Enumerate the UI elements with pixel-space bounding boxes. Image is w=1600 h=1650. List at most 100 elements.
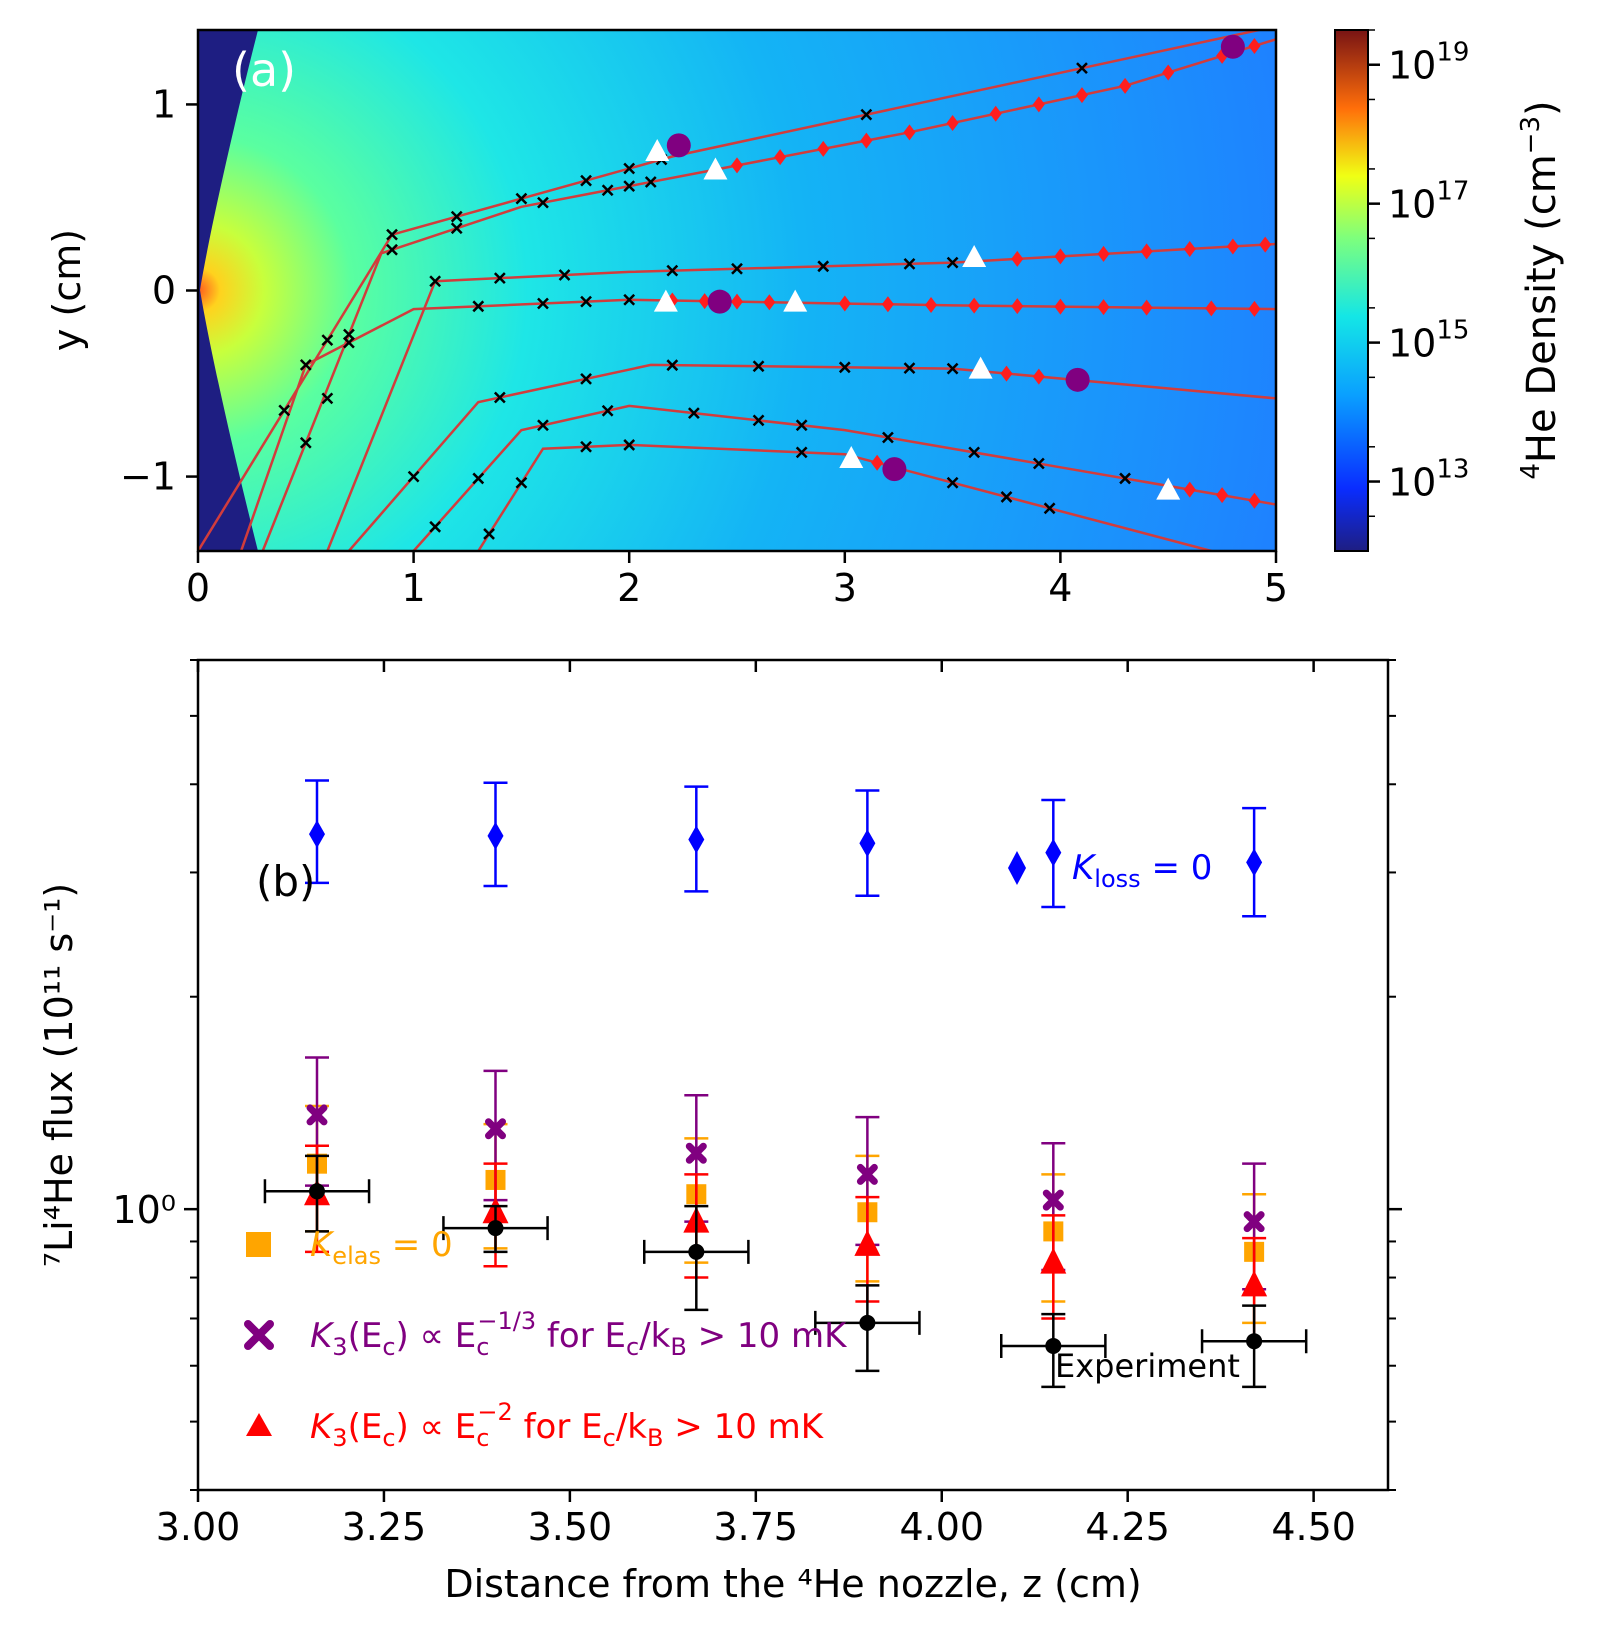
legend-kloss-label: Kloss = 0 [1072, 848, 1212, 893]
data-point [1040, 1247, 1067, 1274]
white-triangle-marker [783, 289, 808, 312]
density-map [198, 30, 1276, 551]
trajectory-cross [537, 419, 549, 432]
purple-circle-marker [1065, 367, 1090, 392]
x-tick-label-b: 3.25 [342, 1505, 427, 1549]
trajectory-cross [343, 336, 355, 349]
colorbar-gradient [1334, 29, 1369, 552]
trajectory-cross [558, 269, 571, 281]
y-tick-label-a: 1 [152, 82, 176, 126]
series-k-loss-0 [305, 779, 1267, 918]
trajectory-line [347, 363, 1276, 551]
trajectory-diamond [1248, 300, 1261, 317]
axes-b-frame [196, 658, 1390, 1492]
trajectory-cross [450, 222, 463, 235]
x-tick-label-b: 3.50 [528, 1505, 613, 1549]
trajectory-cross [1119, 472, 1131, 485]
trajectory-diamond [731, 293, 743, 310]
trajectory-line [239, 298, 1276, 551]
trajectory-cross [903, 257, 916, 270]
data-point [856, 1163, 878, 1185]
legend-k3-b: K3(Ec) ∝ Ec−2 for Ec/kB > 10 mK [246, 1398, 825, 1452]
x-tick-label-b: 3.75 [714, 1505, 799, 1549]
trajectory-diamond [763, 294, 776, 311]
trajectory-cross [795, 419, 808, 432]
trajectory-cross [493, 391, 506, 404]
trajectory-cross [666, 264, 679, 277]
trajectory-diamond [1032, 368, 1045, 385]
x-tick-label-a: 1 [402, 566, 426, 610]
legend-kloss: Kloss = 0 [1008, 848, 1212, 893]
trajectory-cross [515, 192, 528, 205]
trajectory-diamond [946, 115, 959, 132]
data-point [309, 1183, 325, 1200]
trajectory-diamond [1119, 77, 1132, 94]
trajectory-cross [731, 262, 743, 275]
colorbar-label: 4He Density (cm−3) [1516, 100, 1565, 479]
trajectory-cross [601, 184, 614, 197]
data-point [1243, 1211, 1265, 1233]
data-point [1045, 1337, 1062, 1354]
x-tick-label-a: 0 [186, 566, 210, 610]
trajectory-cross [299, 359, 312, 371]
trajectory-cross [903, 362, 916, 375]
x-tick-label-b: 4.25 [1085, 1505, 1170, 1549]
data-point [1246, 848, 1263, 877]
x-axis-label-b: Distance from the ⁴He nozzle, z (cm) [444, 1562, 1141, 1606]
colorbar: 1013 1015 1017 1019 4He Density (cm−3) [1334, 29, 1565, 552]
trajectory-cross [666, 359, 679, 372]
trajectory-cross [580, 440, 592, 453]
panel-a: (a) 0 1 2 3 4 5 −1 0 1 y (cm) 1013 1015 1017 1019 4… [45, 28, 1565, 610]
legend-experiment-label: Experiment [1055, 1347, 1240, 1385]
trajectory-cross [278, 404, 291, 417]
trajectory-diamond [774, 149, 787, 166]
x-tick-label-b: 4.00 [899, 1505, 984, 1549]
x-tick-label-a: 5 [1264, 566, 1288, 610]
trajectory-cross [472, 472, 485, 485]
y-axis-label-a: y (cm) [45, 229, 89, 351]
data-point [1246, 1333, 1263, 1350]
trajectory-diamond [860, 132, 873, 149]
series-experiment [263, 1154, 1308, 1389]
panel-b-label: (b) [256, 857, 315, 906]
trajectory-cross [644, 176, 657, 188]
trajectory-diamond [1248, 37, 1261, 54]
trajectory-diamond [1259, 236, 1272, 253]
y-axis-label-b: ⁷Li⁴He flux (10¹¹ s⁻¹) [37, 883, 81, 1267]
legend-kelas: Kelas = 0 [246, 1225, 453, 1270]
trajectory-diamond [1054, 298, 1067, 315]
trajectory-diamond [1000, 365, 1013, 382]
trajectory-diamond [1183, 240, 1196, 257]
trajectory-cross [515, 476, 528, 489]
trajectory-diamond [698, 293, 711, 310]
data-point [854, 1229, 881, 1256]
trajectory-cross [1043, 502, 1056, 515]
trajectory-cross [580, 295, 592, 308]
trajectory-cross [450, 210, 463, 223]
trajectory-diamond [881, 296, 894, 313]
trajectory-cross [838, 361, 851, 374]
trajectory-cross [472, 300, 485, 313]
data-point [309, 820, 325, 849]
data-point [688, 1243, 705, 1260]
trajectory-cross [429, 275, 442, 288]
white-triangle-marker [1156, 477, 1181, 500]
trajectory-cross [687, 407, 700, 420]
trajectory-diamond [1032, 96, 1045, 113]
purple-circle-marker [1220, 34, 1245, 59]
trajectory-cross [860, 108, 873, 121]
colorbar-ticks: 1013 1015 1017 1019 [1368, 29, 1469, 518]
x-tick-label-b: 4.50 [1271, 1505, 1356, 1549]
trajectory-cross [580, 373, 592, 385]
trajectory-diamond [1140, 299, 1153, 316]
trajectory-cross [493, 272, 506, 284]
legend-k3-a-marker [244, 1320, 274, 1350]
white-triangle-marker [962, 245, 987, 268]
trajectory-diamond [1054, 248, 1067, 265]
trajectory-line [412, 404, 1276, 551]
y-tick-label-a: −1 [120, 455, 176, 499]
panel-b: 3.00 3.25 3.50 3.75 4.00 4.25 4.50 10⁰ (b) Klos… [37, 658, 1402, 1606]
trajectory-cross [386, 243, 398, 256]
trajectory-diamond [1183, 481, 1196, 498]
